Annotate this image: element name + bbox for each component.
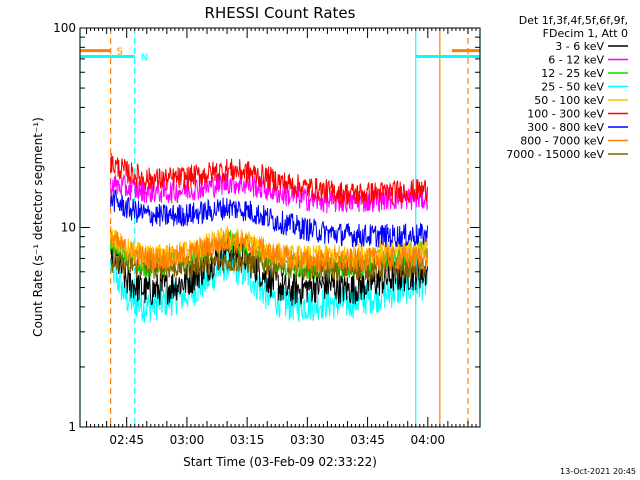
series-line-300-800-kev xyxy=(110,189,428,248)
legend-label-50-100-kev: 50 - 100 keV xyxy=(534,94,604,107)
x-tick-label: 03:45 xyxy=(350,433,385,447)
legend-label-6-12-kev: 6 - 12 keV xyxy=(548,54,604,67)
x-tick-label: 03:30 xyxy=(290,433,325,447)
x-tick-label: 03:15 xyxy=(230,433,265,447)
y-tick-label: 100 xyxy=(53,21,76,35)
y-axis-ticks: 1 10 100 xyxy=(53,21,480,434)
legend-label-300-800-kev: 300 - 800 keV xyxy=(527,121,604,134)
legend-label-800-7000-kev: 800 - 7000 keV xyxy=(520,135,604,148)
legend-label-3-6-kev: 3 - 6 keV xyxy=(555,40,604,53)
legend-label-12-25-kev: 12 - 25 keV xyxy=(541,67,604,80)
x-tick-label: 04:00 xyxy=(411,433,446,447)
y-tick-label: 1 xyxy=(68,420,76,434)
data-series xyxy=(110,152,428,323)
x-tick-label: 03:00 xyxy=(170,433,205,447)
x-axis-ticks: 02:45 03:00 03:15 03:30 03:45 04:00 xyxy=(86,28,481,447)
flag-bars: SN xyxy=(80,47,480,63)
x-axis-label: Start Time (03-Feb-09 02:33:22) xyxy=(183,455,377,469)
y-axis-label: Count Rate (s⁻¹ detector segment⁻¹) xyxy=(31,117,45,337)
legend-header-line-2: FDecim 1, Att 0 xyxy=(543,27,628,40)
legend-label-100-300-kev: 100 - 300 keV xyxy=(527,108,604,121)
chart-title: RHESSI Count Rates xyxy=(205,4,356,22)
x-tick-label: 02:45 xyxy=(109,433,144,447)
series-line-800-7000-kev xyxy=(110,225,428,274)
legend-label-25-50-kev: 25 - 50 keV xyxy=(541,81,604,94)
timestamp: 13-Oct-2021 20:45 xyxy=(560,467,636,476)
series-line-100-300-kev xyxy=(110,152,428,206)
y-tick-label: 10 xyxy=(61,221,76,235)
legend-header-line-1: Det 1f,3f,4f,5f,6f,9f, xyxy=(519,14,628,27)
legend-label-7000-15000-kev: 7000 - 15000 keV xyxy=(506,148,604,161)
flag-label-s: S xyxy=(117,47,123,58)
flag-label-n: N xyxy=(141,52,148,63)
